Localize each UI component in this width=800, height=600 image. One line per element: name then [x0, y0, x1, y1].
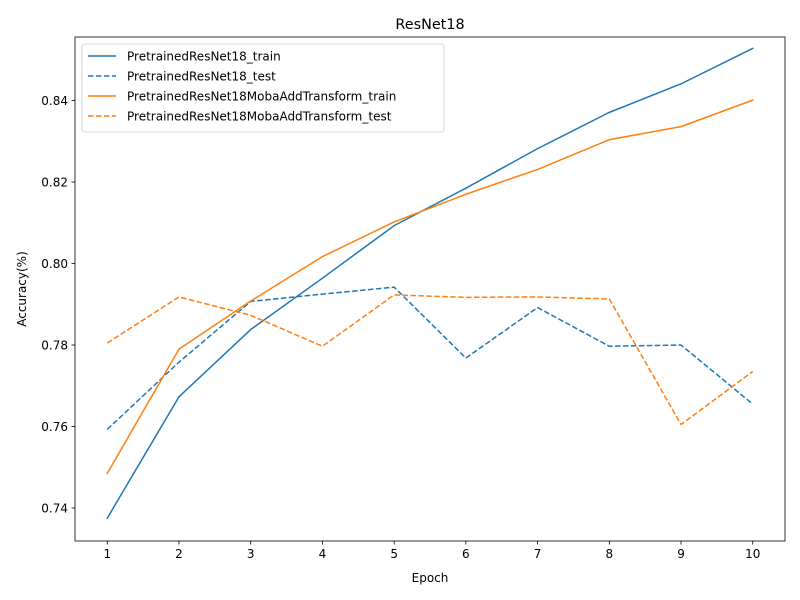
axes-frame	[74, 36, 786, 542]
x-tick-label: 3	[247, 547, 255, 561]
series-line-2	[106, 286, 754, 430]
series-line-4	[106, 294, 754, 426]
series-line-1	[106, 47, 754, 520]
y-tick-label: 0.74	[41, 501, 68, 515]
chart-title: ResNet18	[395, 17, 464, 33]
series-line-3	[106, 99, 754, 475]
y-axis-label: Accuracy(%)	[15, 251, 29, 327]
legend-label: PretrainedResNet18MobaAddTransform_train	[127, 89, 396, 103]
x-tick-label: 5	[390, 547, 398, 561]
x-tick-label: 4	[319, 547, 327, 561]
x-tick-label: 10	[745, 547, 760, 561]
y-tick-label: 0.82	[41, 175, 68, 189]
legend-label: PretrainedResNet18_train	[127, 49, 281, 63]
x-tick-label: 6	[462, 547, 470, 561]
x-tick-label: 2	[175, 547, 183, 561]
plot-series	[106, 47, 754, 520]
legend-label: PretrainedResNet18MobaAddTransform_test	[127, 109, 392, 123]
x-tick-label: 9	[677, 547, 685, 561]
y-axis-ticks: 0.74 0.76 0.78 0.80 0.82 0.84	[41, 94, 75, 515]
x-tick-label: 1	[103, 547, 111, 561]
y-tick-label: 0.84	[41, 94, 68, 108]
legend-box	[81, 43, 445, 133]
x-axis-label: Epoch	[412, 571, 449, 585]
x-axis-ticks: 1 2 3 4 5 6 7 8 9 10	[103, 541, 760, 561]
legend-label: PretrainedResNet18_test	[127, 69, 276, 83]
x-tick-label: 8	[605, 547, 613, 561]
y-tick-label: 0.78	[41, 338, 68, 352]
y-tick-label: 0.76	[41, 420, 68, 434]
y-tick-label: 0.80	[41, 257, 68, 271]
legend: PretrainedResNet18_train PretrainedResNet…	[81, 43, 445, 133]
x-tick-label: 7	[534, 547, 542, 561]
